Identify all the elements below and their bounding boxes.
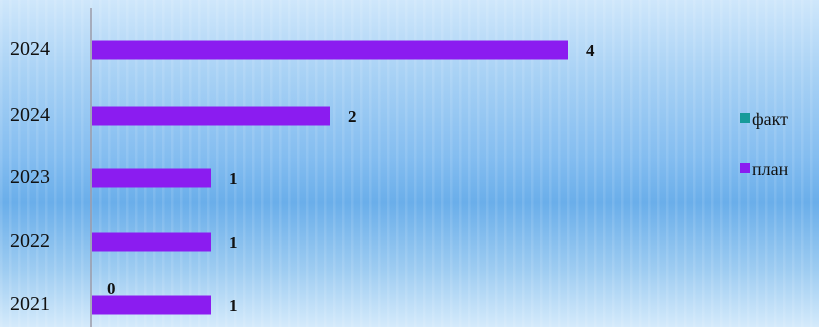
y-tick-label: 2023 [10, 166, 50, 188]
bar-plan [92, 168, 211, 188]
legend: факт план [740, 108, 788, 208]
legend-item-fact: факт [740, 108, 788, 136]
legend-swatch-plan [740, 163, 750, 173]
legend-label-fact: факт [752, 109, 789, 129]
legend-label-plan: план [752, 159, 789, 179]
y-tick-label: 2022 [10, 230, 50, 252]
data-label-plan: 1 [229, 296, 238, 315]
legend-item-plan: план [740, 158, 788, 186]
y-tick-label: 2021 [10, 293, 50, 315]
bar-plan [92, 232, 211, 252]
y-tick-label: 2024 [10, 104, 50, 126]
legend-swatch-fact [740, 113, 750, 123]
data-label-fact: 0 [107, 279, 116, 298]
bar-plan [92, 106, 330, 126]
bar-plan [92, 40, 568, 60]
data-label-plan: 1 [229, 169, 238, 188]
data-label-plan: 4 [586, 41, 595, 60]
bar-plan [92, 295, 211, 315]
data-label-plan: 1 [229, 233, 238, 252]
y-tick-label: 2024 [10, 38, 50, 60]
data-label-plan: 2 [348, 107, 357, 126]
